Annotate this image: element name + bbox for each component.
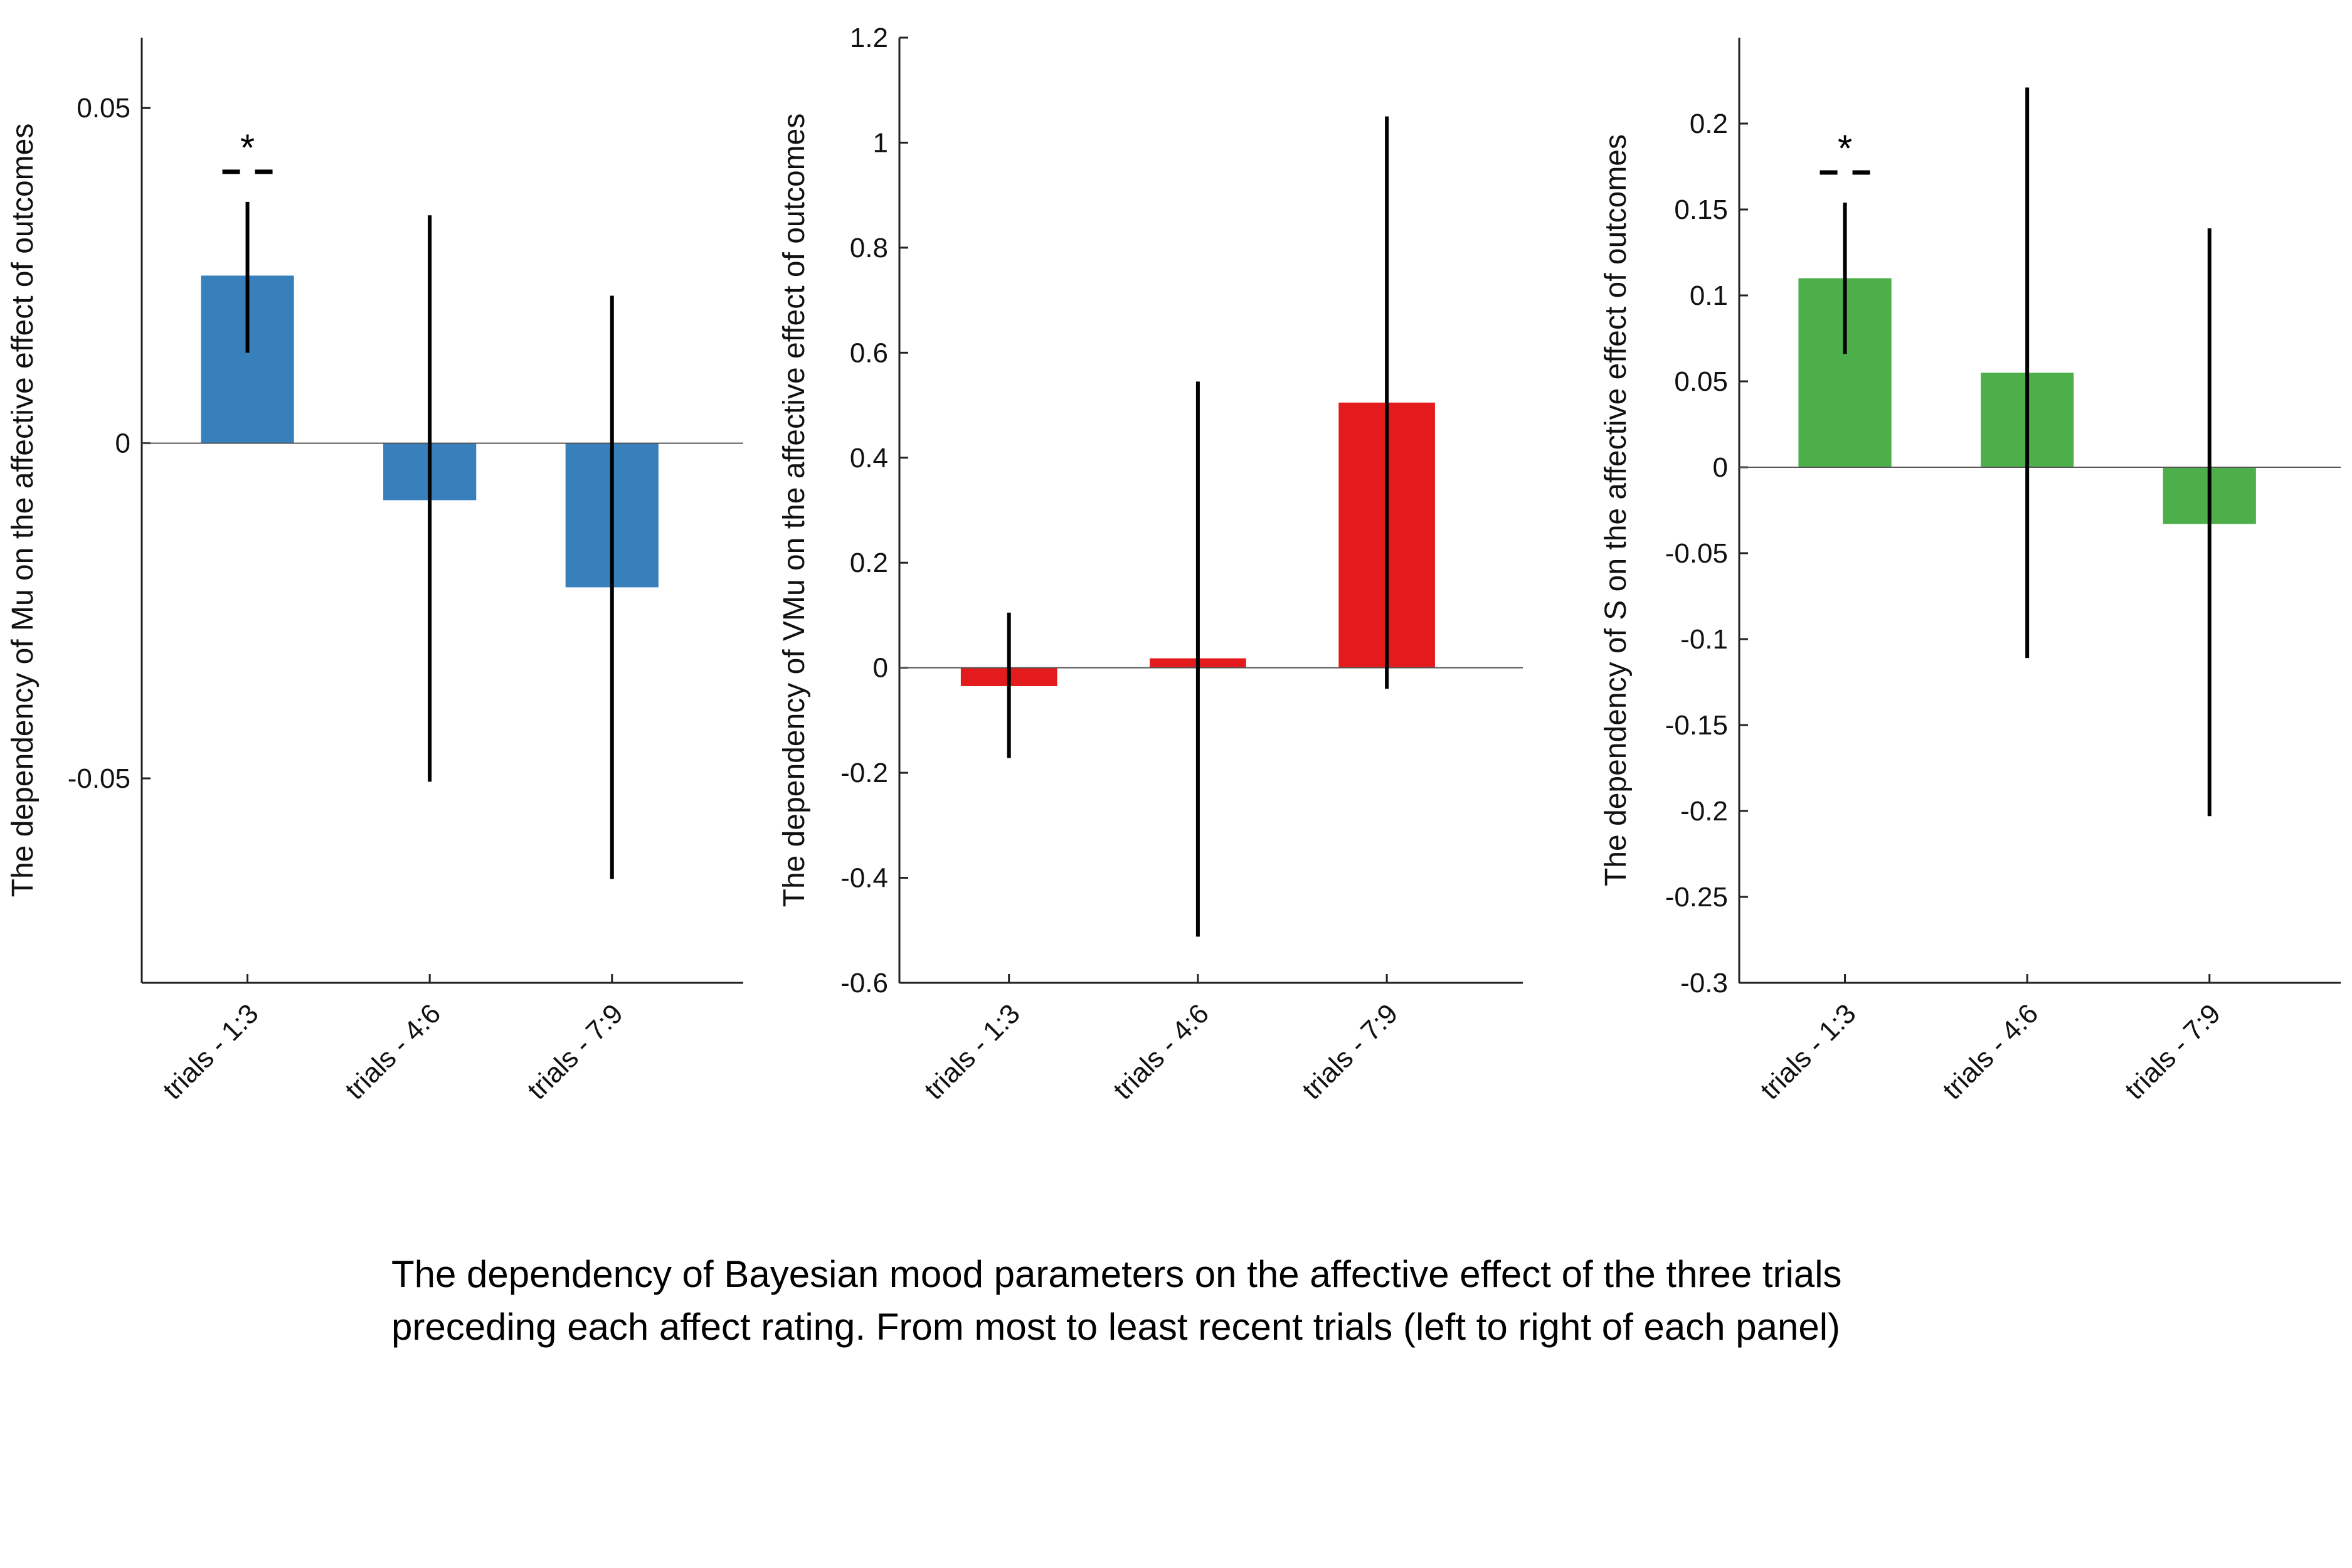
x-tick-label: trials - 1:3 [919,998,1026,1105]
y-tick-label: -0.05 [68,763,130,794]
x-tick-label: trials - 1:3 [157,998,264,1105]
y-tick-label: 0.05 [1674,366,1728,397]
y-tick-label: 0.05 [77,93,130,124]
y-tick-label: 0.2 [850,548,888,578]
figure-panels: -0.05 0 0.05 trials - 1:3 trials - 4:6 trials… [6,23,2341,1106]
chart-panel-1: -0.05 0 0.05 trials - 1:3 trials - 4:6 trials… [6,38,743,1106]
y-tick-label: -0.25 [1665,882,1728,913]
y-tick-label: 0.15 [1674,194,1728,225]
y-tick-label: 0 [873,653,888,684]
x-tick-label: trials - 7:9 [522,998,629,1105]
y-tick-label: 0.4 [850,443,888,474]
y-tick-label: -0.6 [840,968,888,999]
caption-line-1: The dependency of Bayesian mood paramete… [391,1253,1842,1295]
y-tick-label: 0.8 [850,233,888,263]
x-tick-label: trials - 1:3 [1754,998,1862,1105]
caption-line-2: preceding each affect rating. From most … [391,1306,1841,1348]
y-tick-label: 0.2 [1690,109,1728,139]
y-tick-label: 0.6 [850,337,888,368]
x-tick-label: trials - 4:6 [1108,998,1215,1105]
y-tick-label: -0.1 [1680,624,1728,655]
y-tick-label: 1 [873,127,888,158]
y-axis-label: The dependency of VMu on the affective e… [778,114,811,908]
y-tick-label: 1.2 [850,23,888,53]
significance-star: * [1838,127,1852,169]
x-tick-label: trials - 7:9 [1296,998,1404,1105]
y-tick-label: 0 [115,428,130,459]
x-tick-label: trials - 7:9 [2119,998,2227,1105]
y-tick-label: -0.3 [1680,968,1728,999]
y-tick-label: -0.4 [840,863,888,894]
y-tick-label: 0 [1713,452,1728,483]
y-tick-label: -0.15 [1665,710,1728,741]
y-tick-label: -0.05 [1665,538,1728,569]
chart-panel-3: -0.3 -0.25 -0.2 -0.15 -0.1 -0.05 0 0.05 0.1 0.15 0… [1599,38,2341,1106]
significance-star: * [240,127,255,169]
figure-caption: The dependency of Bayesian mood paramete… [391,1248,2022,1353]
y-tick-label: -0.2 [1680,796,1728,827]
y-axis-label: The dependency of Mu on the affective ef… [6,124,40,898]
y-tick-label: 0.1 [1690,280,1728,311]
y-tick-label: -0.2 [840,758,888,788]
x-tick-label: trials - 4:6 [1937,998,2044,1105]
x-tick-label: trials - 4:6 [339,998,447,1105]
y-axis-label: The dependency of S on the affective eff… [1599,134,1633,886]
chart-panel-2: -0.6 -0.4 -0.2 0 0.2 0.4 0.6 0.8 1 1.2 trials - 1:… [778,23,1523,1106]
